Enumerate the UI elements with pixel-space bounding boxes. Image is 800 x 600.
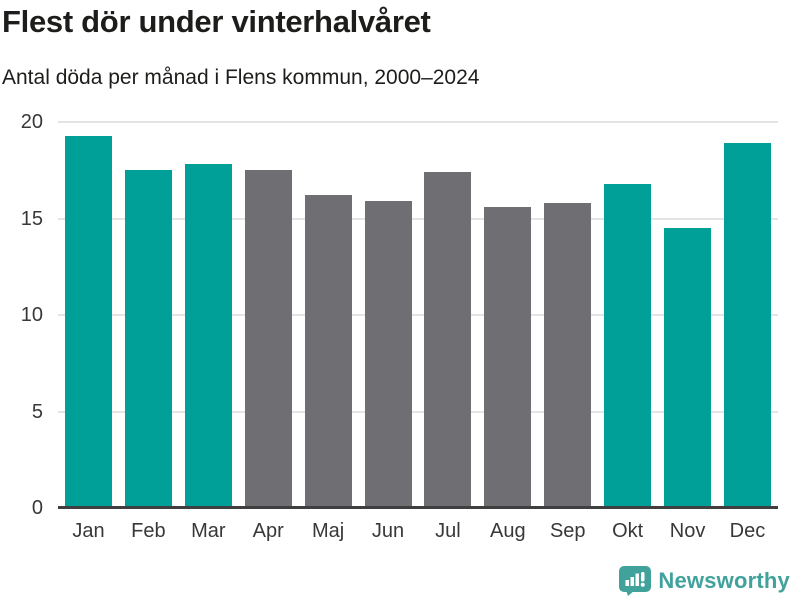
gridline-15 — [58, 217, 778, 220]
plot-area — [58, 121, 778, 508]
x-tick-label-feb: Feb — [131, 520, 166, 542]
bar-jul — [424, 172, 472, 508]
x-tick-label-okt: Okt — [612, 520, 644, 542]
x-tick-label-jan: Jan — [72, 520, 105, 542]
gridline-5 — [58, 410, 778, 413]
bar-maj — [304, 195, 352, 508]
y-tick-label-5: 5 — [31, 400, 43, 423]
newsworthy-speech-bubble-chart-icon — [619, 566, 652, 596]
chart-subtitle: Antal döda per månad i Flens kommun, 200… — [2, 66, 480, 89]
x-tick-label-nov: Nov — [669, 520, 706, 542]
x-tick-label-maj: Maj — [312, 520, 345, 542]
x-axis-labels: Jan Feb Mar Apr Maj Jun Jul Aug Sep Okt Nov Dec — [65, 519, 771, 543]
bar-sep — [544, 203, 592, 508]
bar-mar — [184, 164, 232, 508]
bar-feb — [124, 170, 172, 508]
bar-aug — [484, 206, 532, 508]
y-tick-label-20: 20 — [20, 111, 43, 133]
gridline-20 — [58, 121, 778, 123]
chart-title: Flest dör under vinterhalvåret — [2, 4, 431, 39]
y-tick-label-10: 10 — [20, 304, 43, 326]
x-tick-label-mar: Mar — [191, 520, 226, 542]
x-tick-label-jun: Jun — [371, 520, 405, 542]
y-tick-label-15: 15 — [20, 207, 43, 230]
gridline-10 — [58, 314, 778, 316]
bar-dec — [723, 143, 771, 508]
x-tick-label-dec: Dec — [729, 520, 766, 542]
bar-nov — [664, 228, 712, 508]
newsworthy-wordmark: Newsworthy — [658, 568, 790, 593]
bar-jun — [364, 201, 412, 508]
x-axis-line — [58, 506, 778, 509]
x-tick-label-jul: Jul — [435, 520, 461, 542]
bar-jan — [65, 135, 112, 508]
bar-okt — [604, 183, 652, 508]
y-tick-label-0: 0 — [31, 497, 43, 519]
x-tick-label-apr: Apr — [252, 520, 284, 542]
x-tick-label-aug: Aug — [490, 520, 526, 542]
x-tick-label-sep: Sep — [549, 520, 586, 542]
newsworthy-logo: Newsworthy — [619, 566, 790, 596]
bar-apr — [244, 170, 292, 508]
bar-series — [65, 122, 771, 508]
